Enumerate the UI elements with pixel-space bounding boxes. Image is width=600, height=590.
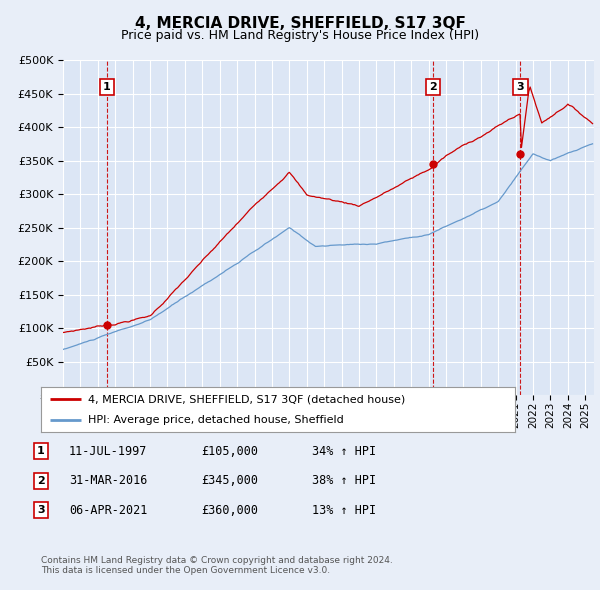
Text: HPI: Average price, detached house, Sheffield: HPI: Average price, detached house, Shef…: [88, 415, 344, 425]
Text: 4, MERCIA DRIVE, SHEFFIELD, S17 3QF (detached house): 4, MERCIA DRIVE, SHEFFIELD, S17 3QF (det…: [88, 394, 406, 404]
Text: £345,000: £345,000: [201, 474, 258, 487]
Text: 06-APR-2021: 06-APR-2021: [69, 504, 148, 517]
Text: 2: 2: [429, 82, 437, 92]
Text: 38% ↑ HPI: 38% ↑ HPI: [312, 474, 376, 487]
Text: Price paid vs. HM Land Registry's House Price Index (HPI): Price paid vs. HM Land Registry's House …: [121, 30, 479, 42]
Text: £360,000: £360,000: [201, 504, 258, 517]
Text: 34% ↑ HPI: 34% ↑ HPI: [312, 445, 376, 458]
Text: 11-JUL-1997: 11-JUL-1997: [69, 445, 148, 458]
Text: 3: 3: [517, 82, 524, 92]
Text: £105,000: £105,000: [201, 445, 258, 458]
Text: 13% ↑ HPI: 13% ↑ HPI: [312, 504, 376, 517]
Text: 31-MAR-2016: 31-MAR-2016: [69, 474, 148, 487]
Text: 4, MERCIA DRIVE, SHEFFIELD, S17 3QF: 4, MERCIA DRIVE, SHEFFIELD, S17 3QF: [134, 16, 466, 31]
Text: 1: 1: [37, 447, 44, 456]
Text: 1: 1: [103, 82, 111, 92]
Text: 2: 2: [37, 476, 44, 486]
Text: Contains HM Land Registry data © Crown copyright and database right 2024.
This d: Contains HM Land Registry data © Crown c…: [41, 556, 392, 575]
Text: 3: 3: [37, 506, 44, 515]
